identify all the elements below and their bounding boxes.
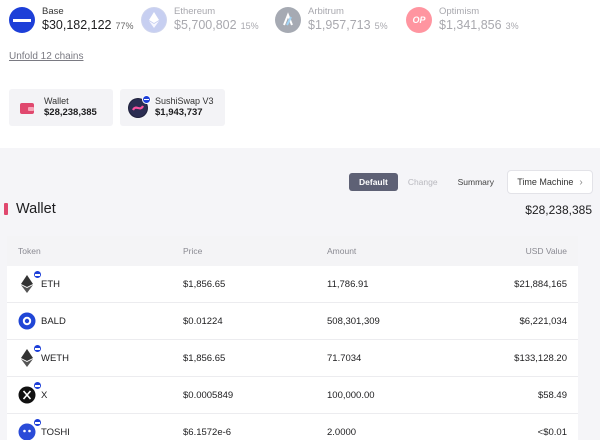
view-tabs: Default Change Summary bbox=[349, 173, 504, 191]
protocol-card-wallet[interactable]: Wallet $28,238,385 bbox=[9, 89, 113, 126]
token-table: Token Price Amount USD Value ETH $1,856.… bbox=[7, 236, 578, 440]
base-chain-badge-icon bbox=[33, 418, 42, 427]
base-chain-badge-icon bbox=[33, 381, 42, 390]
time-machine-button[interactable]: Time Machine › bbox=[507, 170, 593, 194]
token-price: $1,856.65 bbox=[183, 352, 226, 364]
base-chain-badge-icon bbox=[33, 270, 42, 279]
table-row[interactable]: ETH $1,856.65 11,786.91 $21,884,165 bbox=[7, 266, 578, 303]
table-row[interactable]: X $0.0005849 100,000.00 $58.49 bbox=[7, 377, 578, 414]
chain-percent: 5% bbox=[374, 21, 388, 31]
weth-token-icon bbox=[18, 344, 42, 367]
tab-default[interactable]: Default bbox=[349, 173, 398, 191]
token-symbol: X bbox=[41, 389, 48, 401]
table-row[interactable]: BALD $0.01224 508,301,309 $6,221,034 bbox=[7, 303, 578, 340]
chain-name: Arbitrum bbox=[308, 6, 344, 17]
tab-summary[interactable]: Summary bbox=[457, 177, 494, 187]
token-amount: 100,000.00 bbox=[327, 389, 375, 401]
section-title: Wallet bbox=[16, 201, 56, 217]
protocol-name: Wallet bbox=[44, 96, 69, 106]
token-usd-value: $6,221,034 bbox=[519, 315, 567, 327]
chain-percent: 15% bbox=[240, 21, 259, 31]
token-amount: 71.7034 bbox=[327, 352, 362, 364]
token-symbol: BALD bbox=[41, 315, 66, 327]
wallet-icon bbox=[17, 98, 37, 118]
toshi-token-icon bbox=[18, 418, 42, 440]
chain-value: $30,182,122 bbox=[42, 18, 112, 32]
token-symbol: TOSHI bbox=[41, 426, 70, 438]
wallet-marker-icon bbox=[4, 203, 8, 215]
table-row[interactable]: TOSHI $6.1572e-6 2.0000 <$0.01 bbox=[7, 414, 578, 440]
table-row[interactable]: WETH $1,856.65 71.7034 $133,128.20 bbox=[7, 340, 578, 377]
token-symbol: WETH bbox=[41, 352, 69, 364]
chain-percent: 77% bbox=[115, 21, 134, 31]
token-symbol: ETH bbox=[41, 278, 60, 290]
chain-percent: 3% bbox=[505, 21, 519, 31]
token-price: $0.0005849 bbox=[183, 389, 234, 401]
chain-item-optimism[interactable]: OP Optimism $1,341,856 3% bbox=[406, 6, 519, 34]
protocol-name: SushiSwap V3 bbox=[155, 96, 214, 106]
chain-item-arbitrum[interactable]: Arbitrum $1,957,713 5% bbox=[275, 6, 388, 34]
base-chain-badge-icon bbox=[142, 94, 151, 104]
token-usd-value: $133,128.20 bbox=[514, 352, 567, 364]
chain-name: Base bbox=[42, 6, 64, 17]
chain-item-ethereum[interactable]: Ethereum $5,700,802 15% bbox=[141, 6, 259, 34]
column-header-amount: Amount bbox=[327, 246, 357, 256]
sushiswap-icon bbox=[128, 94, 151, 118]
chain-name: Optimism bbox=[439, 6, 480, 17]
token-amount: 508,301,309 bbox=[327, 315, 380, 327]
arbitrum-logo-icon bbox=[275, 7, 301, 33]
base-chain-badge-icon bbox=[33, 344, 42, 353]
chain-item-base[interactable]: Base $30,182,122 77% bbox=[9, 6, 134, 34]
unfold-chains-link[interactable]: Unfold 12 chains bbox=[9, 51, 84, 62]
token-usd-value: <$0.01 bbox=[537, 426, 567, 438]
bald-token-icon bbox=[18, 312, 36, 330]
chevron-right-icon: › bbox=[579, 176, 583, 188]
protocol-card-sushiswap[interactable]: SushiSwap V3 $1,943,737 bbox=[120, 89, 225, 126]
time-machine-label: Time Machine bbox=[517, 177, 574, 187]
chain-list: Base $30,182,122 77% Ethereum $5,700,802 1… bbox=[0, 6, 600, 46]
optimism-logo-text: OP bbox=[412, 15, 426, 25]
token-amount: 11,786.91 bbox=[327, 278, 369, 290]
column-header-token: Token bbox=[18, 246, 41, 256]
tab-change[interactable]: Change bbox=[407, 177, 438, 187]
x-token-icon bbox=[18, 381, 42, 404]
token-usd-value: $21,884,165 bbox=[514, 278, 567, 290]
chain-value: $1,957,713 bbox=[308, 18, 371, 32]
token-amount: 2.0000 bbox=[327, 426, 357, 438]
token-usd-value: $58.49 bbox=[537, 389, 567, 401]
section-total: $28,238,385 bbox=[525, 203, 592, 217]
ethereum-logo-icon bbox=[141, 7, 167, 33]
token-price: $1,856.65 bbox=[183, 278, 226, 290]
column-header-price: Price bbox=[183, 246, 203, 256]
chain-value: $1,341,856 bbox=[439, 18, 502, 32]
protocol-value: $1,943,737 bbox=[155, 107, 203, 118]
token-price: $6.1572e-6 bbox=[183, 426, 232, 438]
eth-token-icon bbox=[18, 270, 42, 293]
token-price: $0.01224 bbox=[183, 315, 223, 327]
chain-value: $5,700,802 bbox=[174, 18, 237, 32]
protocol-value: $28,238,385 bbox=[44, 107, 97, 118]
optimism-logo-icon: OP bbox=[406, 7, 432, 33]
base-logo-icon bbox=[9, 7, 35, 33]
table-header: Token Price Amount USD Value bbox=[7, 236, 578, 266]
chain-name: Ethereum bbox=[174, 6, 216, 17]
column-header-usd-value: USD Value bbox=[525, 246, 567, 256]
